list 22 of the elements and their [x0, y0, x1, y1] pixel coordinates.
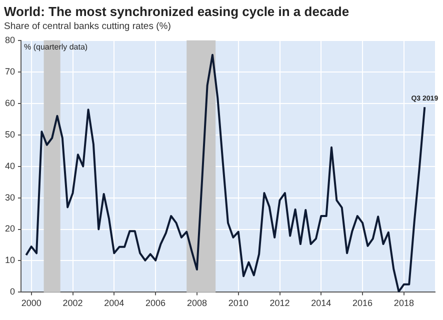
y-tick-label: 80 [4, 34, 16, 45]
y-tick-label: 70 [4, 66, 16, 76]
y-tick-label: 10 [4, 255, 16, 266]
x-tick-label: 2016 [352, 298, 373, 308]
y-tick-label: 0 [10, 286, 16, 297]
y-tick-label: 30 [4, 192, 16, 202]
x-tick-label: 2006 [146, 298, 166, 308]
x-tick-label: 2002 [62, 298, 83, 308]
y-tick-label: 40 [4, 160, 16, 171]
y-tick-label: 50 [4, 129, 16, 140]
x-tick-label: 2018 [394, 298, 414, 308]
x-tick-label: 2014 [311, 298, 332, 308]
chart-subtitle: Share of central banks cutting rates (%) [4, 21, 172, 32]
x-tick-label: 2004 [104, 298, 124, 308]
x-tick-label: 2000 [21, 298, 42, 308]
chart-title: World: The most synchronized easing cycle in a decade [4, 4, 350, 19]
y-tick-label: 60 [4, 98, 16, 108]
x-tick-label: 2008 [186, 298, 207, 308]
annotation: % (quarterly data) [24, 42, 88, 52]
y-tick-label: 20 [4, 224, 16, 234]
x-tick-label: 2012 [270, 298, 290, 308]
x-tick-label: 2010 [228, 298, 248, 308]
